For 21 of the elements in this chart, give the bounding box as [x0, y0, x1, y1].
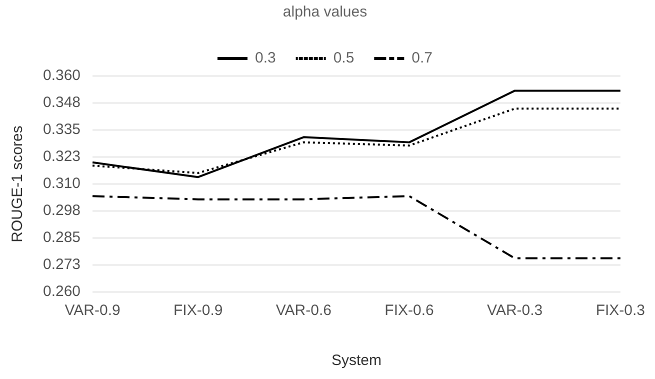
y-tick-label: 0.310: [42, 175, 81, 192]
y-tick-label: 0.285: [42, 229, 81, 246]
x-axis-title: System: [331, 352, 382, 370]
y-tick-label: 0.273: [42, 256, 81, 274]
legend-label: 0.5: [333, 50, 354, 67]
x-tick-label: VAR-0.6: [276, 302, 332, 320]
y-tick-label: 0.298: [42, 202, 81, 220]
y-axis-title: ROUGE-1 scores: [9, 126, 26, 242]
y-tick-label: 0.323: [42, 148, 81, 166]
y-tick-label: 0.360: [42, 67, 81, 84]
legend-label: 0.7: [412, 50, 433, 67]
y-tick-label: 0.260: [42, 283, 81, 300]
y-tick-label: 0.335: [42, 121, 81, 138]
y-tick-label: 0.348: [42, 94, 81, 112]
x-tick-label: FIX-0.6: [384, 302, 434, 320]
legend-label: 0.3: [254, 50, 276, 67]
x-tick-label: VAR-0.9: [64, 302, 120, 320]
x-tick-label: FIX-0.3: [596, 302, 646, 320]
x-tick-label: FIX-0.9: [174, 302, 223, 320]
x-tick-label: VAR-0.3: [487, 302, 543, 320]
legend-title: alpha values: [282, 4, 368, 21]
